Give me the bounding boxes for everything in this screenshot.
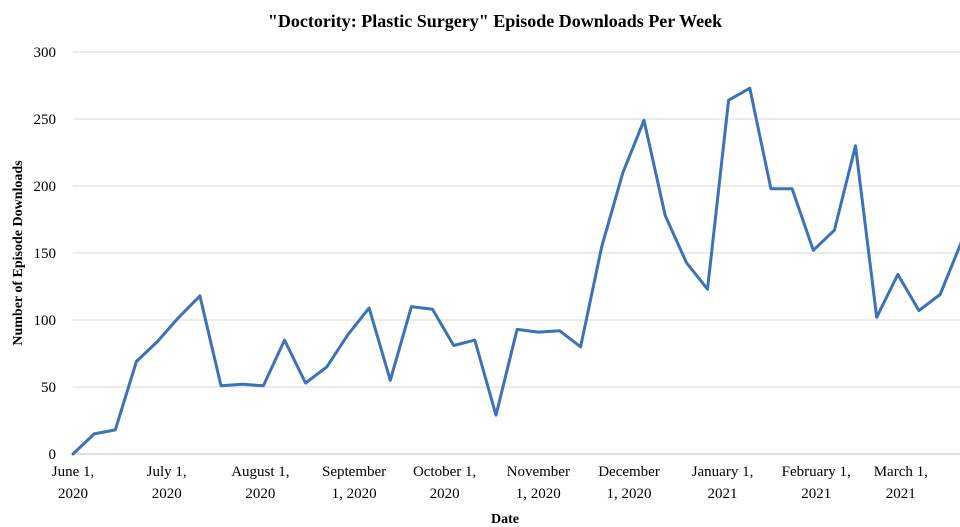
x-tick-label: March 1, <box>874 464 928 480</box>
y-tick-label: 0 <box>49 447 57 463</box>
x-tick-label: 1, 2020 <box>516 486 561 502</box>
x-tick-label: June 1, <box>52 464 95 480</box>
x-tick-label: 2021 <box>886 486 916 502</box>
gridlines <box>73 51 960 455</box>
x-tick-label: January 1, <box>692 464 754 480</box>
x-tick-label: July 1, <box>147 464 187 480</box>
y-axis-ticks: 0 50 100 150 200 250 300 <box>34 45 57 463</box>
y-tick-label: 100 <box>34 313 57 329</box>
x-tick-label: February 1, <box>782 464 851 480</box>
x-tick-label: 2020 <box>245 486 275 502</box>
x-axis-label: Date <box>491 512 519 527</box>
y-tick-label: 300 <box>34 45 57 61</box>
chart-title: "Doctority: Plastic Surgery" Episode Dow… <box>268 11 722 31</box>
y-tick-label: 250 <box>34 112 57 128</box>
y-tick-label: 150 <box>34 246 57 262</box>
x-axis-ticks: June 1, 2020 July 1, 2020 August 1, 2020 Septe… <box>52 464 928 502</box>
x-tick-label: October 1, <box>413 464 476 480</box>
x-tick-label: 2020 <box>152 486 182 502</box>
y-tick-label: 200 <box>34 179 57 195</box>
x-tick-label: 2021 <box>801 486 831 502</box>
x-tick-label: November <box>507 464 570 480</box>
x-tick-label: 1, 2020 <box>607 486 652 502</box>
series-line <box>71 86 960 456</box>
x-tick-label: August 1, <box>231 464 289 480</box>
x-tick-label: 2020 <box>58 486 88 502</box>
x-tick-label: 2021 <box>708 486 738 502</box>
y-axis-label: Number of Episode Downloads <box>11 160 26 346</box>
x-tick-label: September <box>322 464 386 480</box>
y-tick-label: 50 <box>41 380 56 396</box>
x-tick-label: 1, 2020 <box>332 486 377 502</box>
x-tick-label: December <box>598 464 660 480</box>
x-tick-label: 2020 <box>430 486 460 502</box>
